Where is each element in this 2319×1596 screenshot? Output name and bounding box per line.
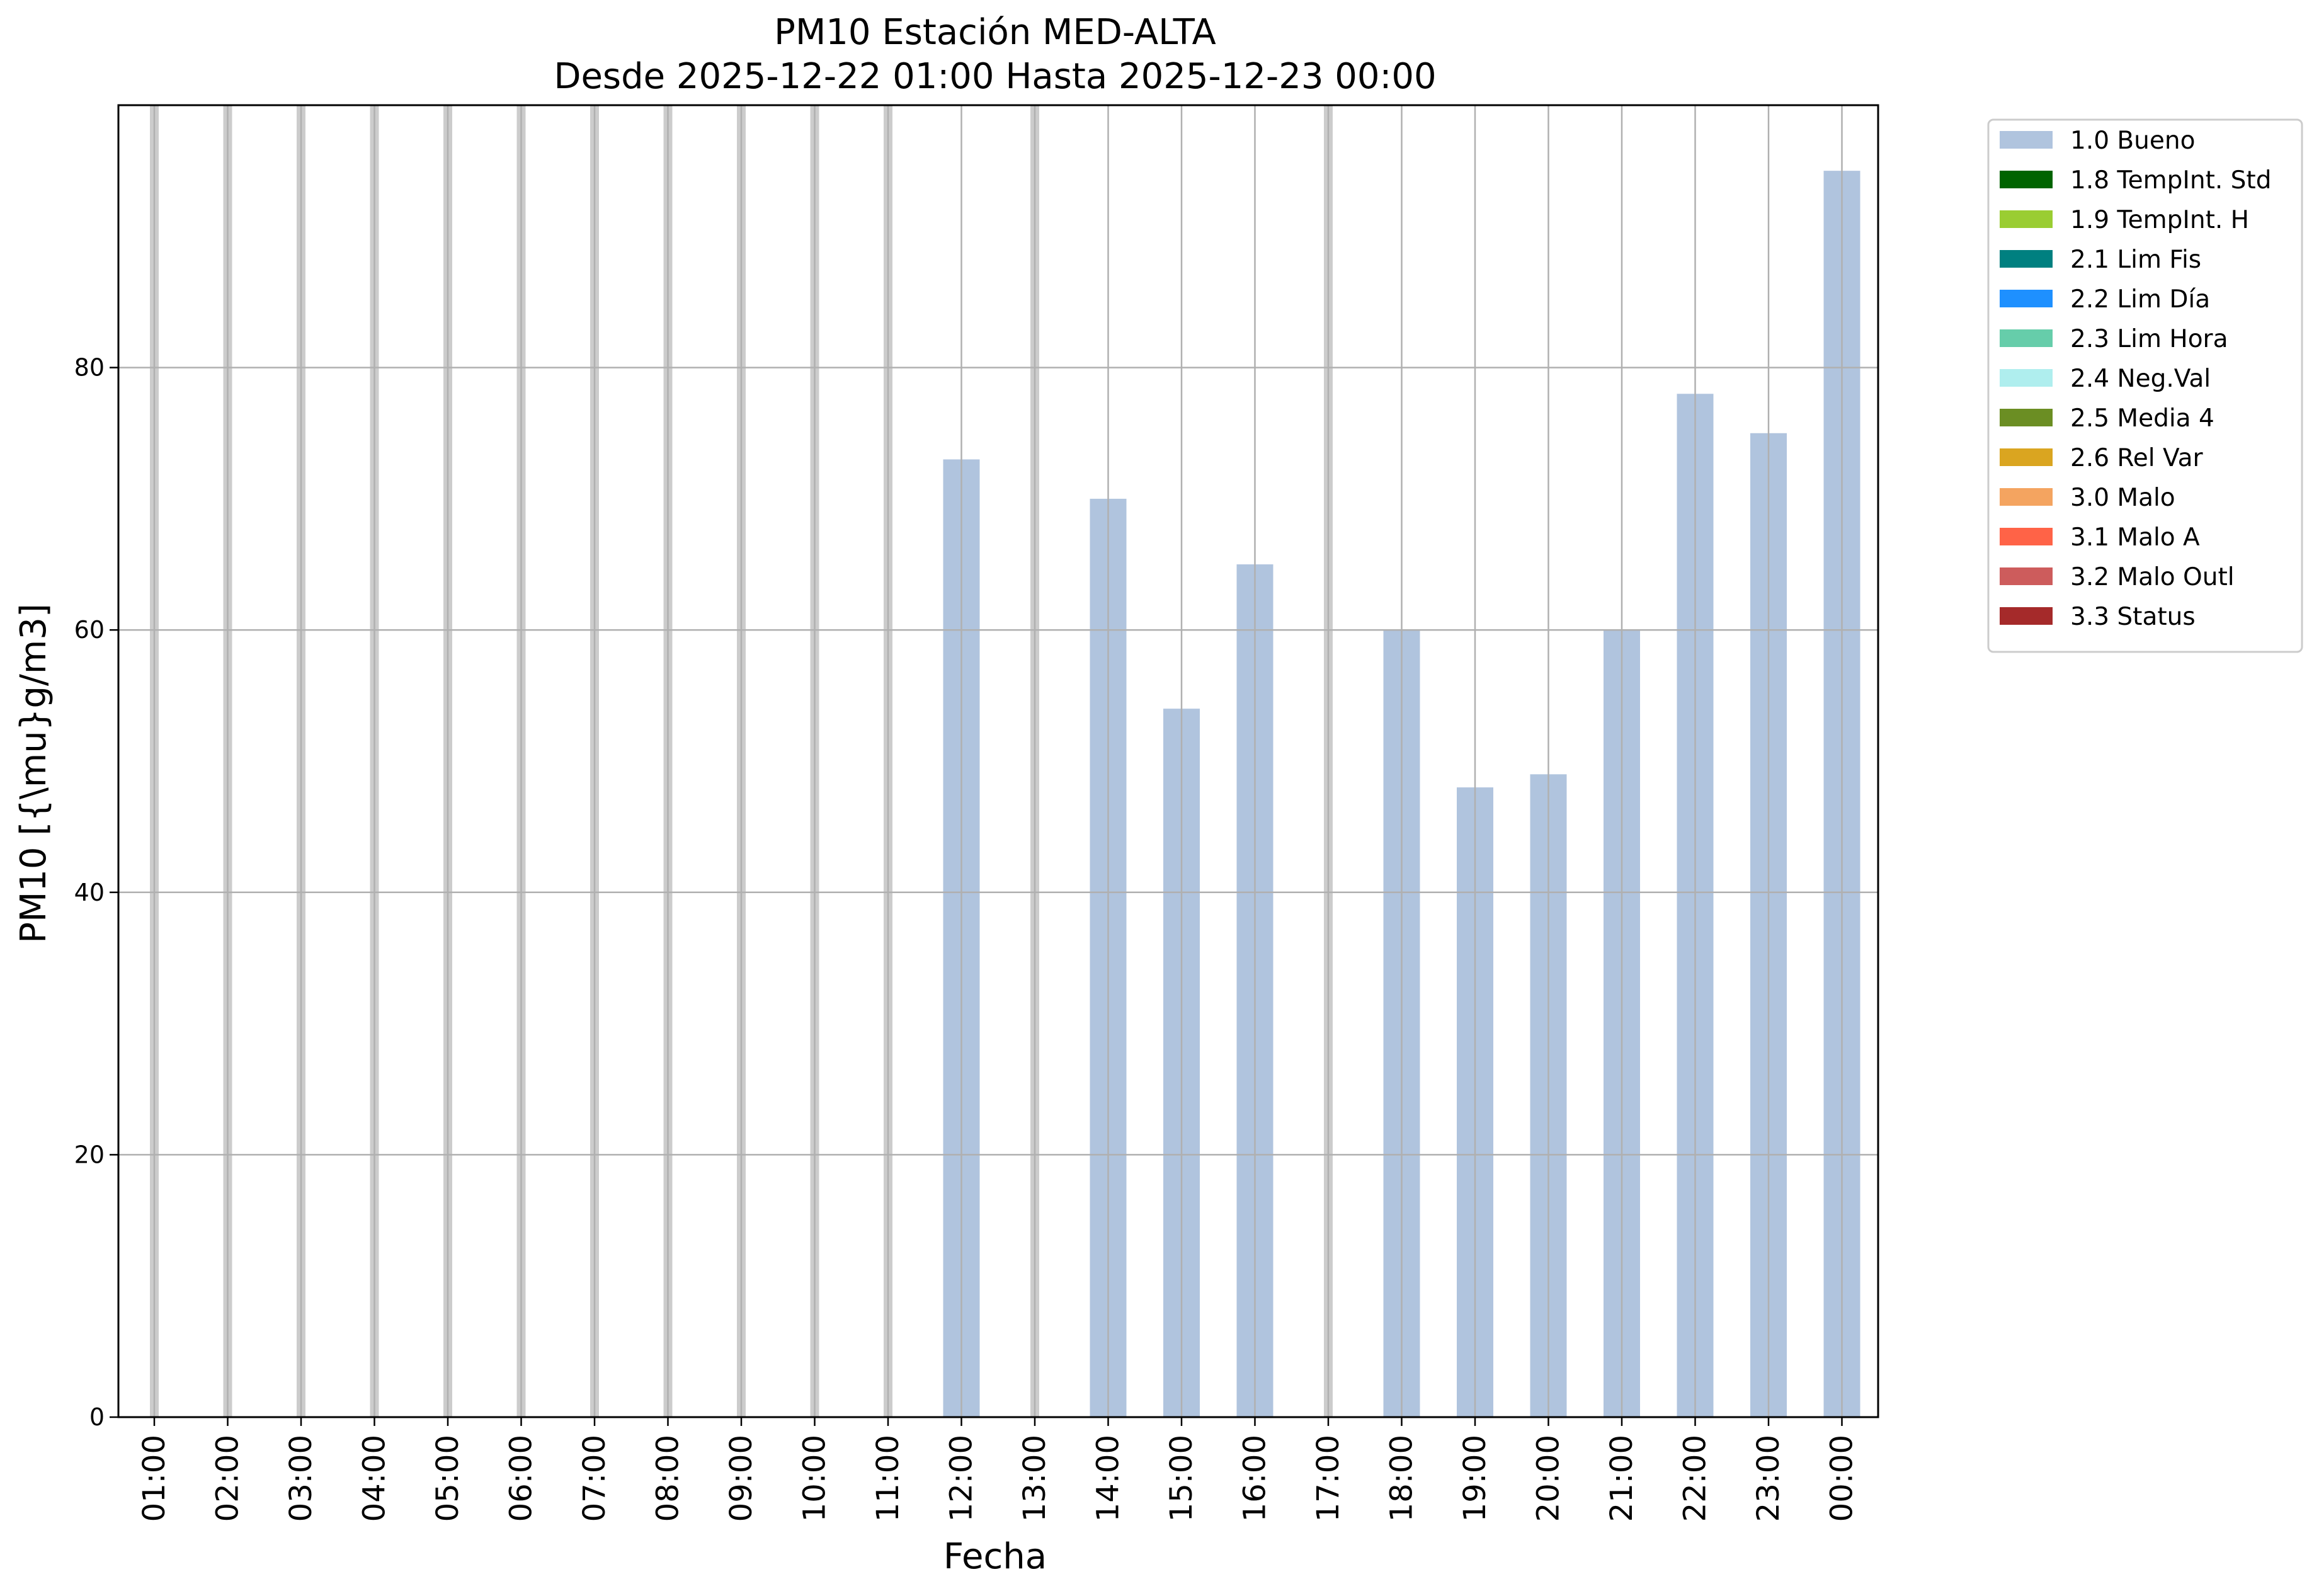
legend-box — [1987, 118, 2303, 653]
x-tick-label: 13:00 — [1017, 1435, 1052, 1522]
legend-swatch — [2000, 369, 2053, 387]
x-tick-label: 14:00 — [1091, 1435, 1126, 1522]
x-tick-label: 00:00 — [1825, 1435, 1860, 1522]
legend-label: 2.3 Lim Hora — [2070, 325, 2228, 353]
x-tick-label: 04:00 — [357, 1435, 392, 1522]
legend-label: 2.2 Lim Día — [2070, 285, 2210, 314]
legend-swatch — [2000, 607, 2053, 625]
x-tick-label: 21:00 — [1604, 1435, 1639, 1522]
x-tick-label: 17:00 — [1311, 1435, 1346, 1522]
x-tick-label: 03:00 — [283, 1435, 319, 1522]
x-tick-label: 05:00 — [430, 1435, 465, 1522]
legend-swatch — [2000, 171, 2053, 188]
x-tick-label: 06:00 — [504, 1435, 539, 1522]
legend-swatch — [2000, 210, 2053, 228]
x-tick-label: 01:00 — [137, 1435, 172, 1522]
chart-subtitle: Desde 2025-12-22 01:00 Hasta 2025-12-23 … — [554, 56, 1436, 97]
grid-lines — [118, 105, 1878, 1417]
legend-swatch — [2000, 290, 2053, 307]
legend-label: 2.6 Rel Var — [2070, 444, 2204, 472]
legend-label: 3.0 Malo — [2070, 484, 2175, 512]
x-tick-label: 11:00 — [870, 1435, 906, 1522]
plot-frame — [117, 104, 1879, 1418]
y-tick-label: 0 — [89, 1403, 105, 1431]
legend-label: 1.8 TempInt. Std — [2070, 166, 2271, 195]
legend-label: 2.1 Lim Fis — [2070, 246, 2201, 274]
y-tick-label: 60 — [74, 616, 105, 644]
x-tick-label: 20:00 — [1531, 1435, 1566, 1522]
legend-swatch — [2000, 448, 2053, 466]
x-tick-label: 15:00 — [1164, 1435, 1199, 1522]
x-tick-label: 02:00 — [210, 1435, 246, 1522]
y-tick-label: 40 — [74, 879, 105, 906]
axes: 0 20 40 60 80 01:00 02:00 03:00 04:00 05:00 06:00 0… — [74, 104, 1879, 1522]
legend-swatch — [2000, 488, 2053, 506]
legend-swatch — [2000, 131, 2053, 149]
x-tick-label: 10:00 — [797, 1435, 833, 1522]
x-tick-label: 22:00 — [1678, 1435, 1713, 1522]
y-axis-label: PM10 [{\mu}g/m3] — [13, 603, 54, 943]
legend-label: 2.5 Media 4 — [2070, 404, 2214, 433]
x-tick-label: 08:00 — [651, 1435, 686, 1522]
legend-label: 3.1 Malo A — [2070, 523, 2200, 552]
legend-swatch — [2000, 567, 2053, 585]
x-tick-label: 09:00 — [724, 1435, 759, 1522]
legend-swatch — [2000, 250, 2053, 268]
legend-label: 1.0 Bueno — [2070, 127, 2195, 155]
legend-label: 3.3 Status — [2070, 603, 2196, 631]
x-axis-label: Fecha — [943, 1536, 1047, 1577]
legend-label: 1.9 TempInt. H — [2070, 206, 2249, 234]
legend: 1.0 Bueno 1.8 TempInt. Std 1.9 TempInt. H 2… — [1987, 118, 2303, 653]
x-tick-label: 19:00 — [1457, 1435, 1493, 1522]
legend-swatch — [2000, 409, 2053, 426]
legend-label: 3.2 Malo Outl — [2070, 563, 2235, 591]
x-tick-label: 18:00 — [1384, 1435, 1420, 1522]
y-tick-label: 20 — [74, 1141, 105, 1168]
legend-label: 2.4 Neg.Val — [2070, 365, 2211, 393]
chart-title: PM10 Estación MED-ALTA — [774, 12, 1216, 53]
x-tick-label: 23:00 — [1751, 1435, 1786, 1522]
x-tick-label: 16:00 — [1238, 1435, 1273, 1522]
x-tick-label: 07:00 — [577, 1435, 612, 1522]
y-tick-label: 80 — [74, 354, 105, 382]
legend-swatch — [2000, 329, 2053, 347]
x-tick-label: 12:00 — [944, 1435, 979, 1522]
legend-swatch — [2000, 528, 2053, 545]
